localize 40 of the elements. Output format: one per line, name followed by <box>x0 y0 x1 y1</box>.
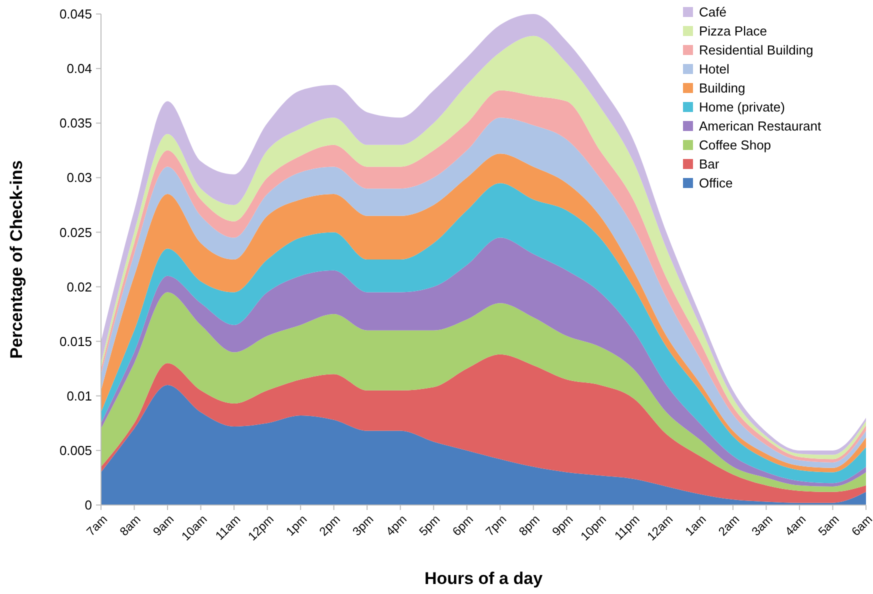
y-tick-label: 0.03 <box>66 170 92 186</box>
x-tick-label: 5pm <box>416 512 443 539</box>
y-tick-label: 0.045 <box>59 6 92 22</box>
x-tick-label: 6pm <box>450 512 476 539</box>
x-tick-label: 2pm <box>316 512 343 539</box>
x-tick-label: 8am <box>116 512 144 539</box>
x-tick-label: 8pm <box>516 512 542 539</box>
x-tick-label: 9pm <box>549 512 576 539</box>
y-axis-title: Percentage of Check-ins <box>7 160 26 359</box>
y-tick-label: 0.04 <box>66 61 92 76</box>
legend-label: Bar <box>699 156 720 172</box>
y-tick-label: 0.015 <box>59 334 92 349</box>
legend-label: Home (private) <box>699 100 785 115</box>
x-tick-label: 1am <box>682 512 709 539</box>
y-tick-label: 0.035 <box>59 116 92 131</box>
x-tick-label: 3pm <box>350 512 376 539</box>
y-tick-label: 0.005 <box>59 442 92 458</box>
legend-label: Hotel <box>699 62 730 77</box>
x-tick-label: 4am <box>782 512 809 539</box>
x-tick-label: 5am <box>815 512 842 539</box>
x-axis-title: Hours of a day <box>424 569 544 588</box>
legend-label: Office <box>699 176 733 191</box>
legend-label: Café <box>699 4 726 20</box>
x-tick-label: 3am <box>748 512 776 539</box>
legend-label: Pizza Place <box>699 24 767 39</box>
legend-label: Coffee Shop <box>699 138 772 153</box>
x-tick-label: 4pm <box>383 512 410 539</box>
x-tick-label: 9am <box>150 512 177 539</box>
legend-label: Residential Building <box>699 42 814 58</box>
y-tick-label: 0.025 <box>59 224 92 240</box>
x-tick-label: 6am <box>848 512 873 539</box>
x-tick-label: 7pm <box>482 512 510 539</box>
y-tick-label: 0.02 <box>66 279 92 294</box>
y-tick-label: 0.01 <box>66 388 92 404</box>
legend-label: American Restaurant <box>699 118 822 134</box>
x-tick-label: 7am <box>84 512 110 539</box>
x-tick-label: 2am <box>716 512 742 539</box>
x-tick-label: 1pm <box>283 512 310 539</box>
legend-label: Building <box>699 80 746 96</box>
y-tick-label: 0 <box>84 498 92 513</box>
